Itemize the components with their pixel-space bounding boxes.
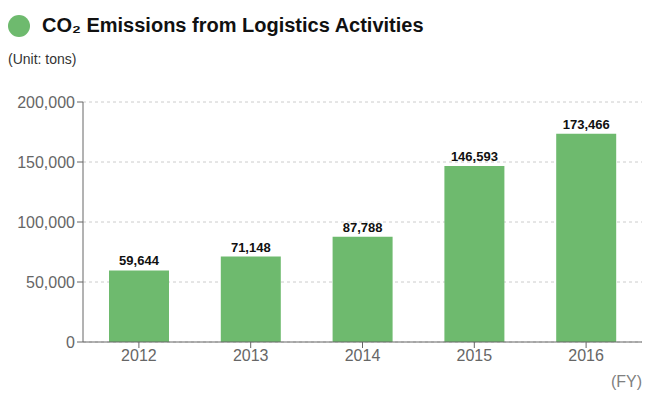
svg-text:150,000: 150,000	[17, 154, 75, 171]
svg-text:50,000: 50,000	[26, 274, 75, 291]
html-text:CO₂ Emissions from Logistics A: CO₂ Emissions from Logistics Activities	[42, 14, 424, 36]
svg-text:146,593: 146,593	[451, 149, 498, 164]
svg-text:2013: 2013	[233, 347, 269, 364]
svg-text:200,000: 200,000	[17, 94, 75, 111]
svg-text:2012: 2012	[121, 347, 157, 364]
svg-text:87,788: 87,788	[343, 220, 383, 235]
svg-text:2016: 2016	[568, 347, 604, 364]
svg-text:173,466: 173,466	[563, 117, 610, 132]
svg-text:0: 0	[66, 334, 75, 351]
svg-text:71,148: 71,148	[231, 240, 271, 255]
svg-text:2015: 2015	[457, 347, 493, 364]
svg-text:2014: 2014	[345, 347, 381, 364]
svg-text:(FY): (FY)	[611, 373, 642, 390]
svg-text:59,644: 59,644	[119, 253, 160, 268]
svg-text:100,000: 100,000	[17, 214, 75, 231]
html-text:(Unit: tons): (Unit: tons)	[8, 51, 77, 67]
